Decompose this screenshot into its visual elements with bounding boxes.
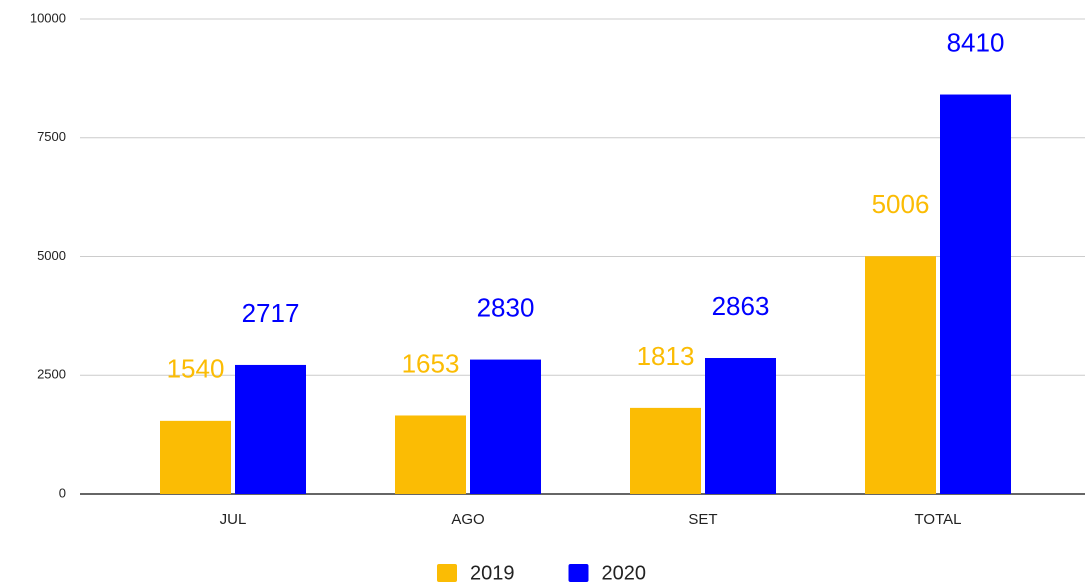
y-tick-label: 2500 (37, 367, 66, 382)
bar (865, 256, 936, 494)
x-tick-label: AGO (451, 511, 484, 528)
x-tick-label: TOTAL (915, 511, 962, 528)
bar (470, 359, 541, 494)
value-label: 2863 (712, 291, 770, 321)
x-tick-label: SET (688, 511, 717, 528)
value-label: 8410 (947, 27, 1005, 57)
bar (235, 364, 306, 494)
bar (630, 407, 701, 494)
legend-swatch (568, 564, 589, 582)
value-label: 1540 (167, 354, 225, 384)
value-label: 1653 (402, 348, 460, 378)
value-label: 5006 (872, 189, 930, 219)
bar (160, 420, 231, 494)
legend-label: 2020 (602, 562, 647, 584)
legend-swatch (437, 564, 457, 582)
value-label: 2830 (477, 292, 535, 322)
x-tick-label: JUL (220, 511, 247, 528)
value-label: 1813 (637, 341, 695, 371)
y-tick-label: 0 (59, 485, 66, 500)
bar (395, 415, 466, 494)
y-tick-label: 10000 (30, 10, 66, 25)
y-tick-label: 5000 (37, 248, 66, 263)
bar (705, 358, 776, 494)
bar (940, 94, 1011, 495)
legend-label: 2019 (470, 562, 515, 584)
y-tick-label: 7500 (37, 129, 66, 144)
value-label: 2717 (242, 298, 300, 328)
